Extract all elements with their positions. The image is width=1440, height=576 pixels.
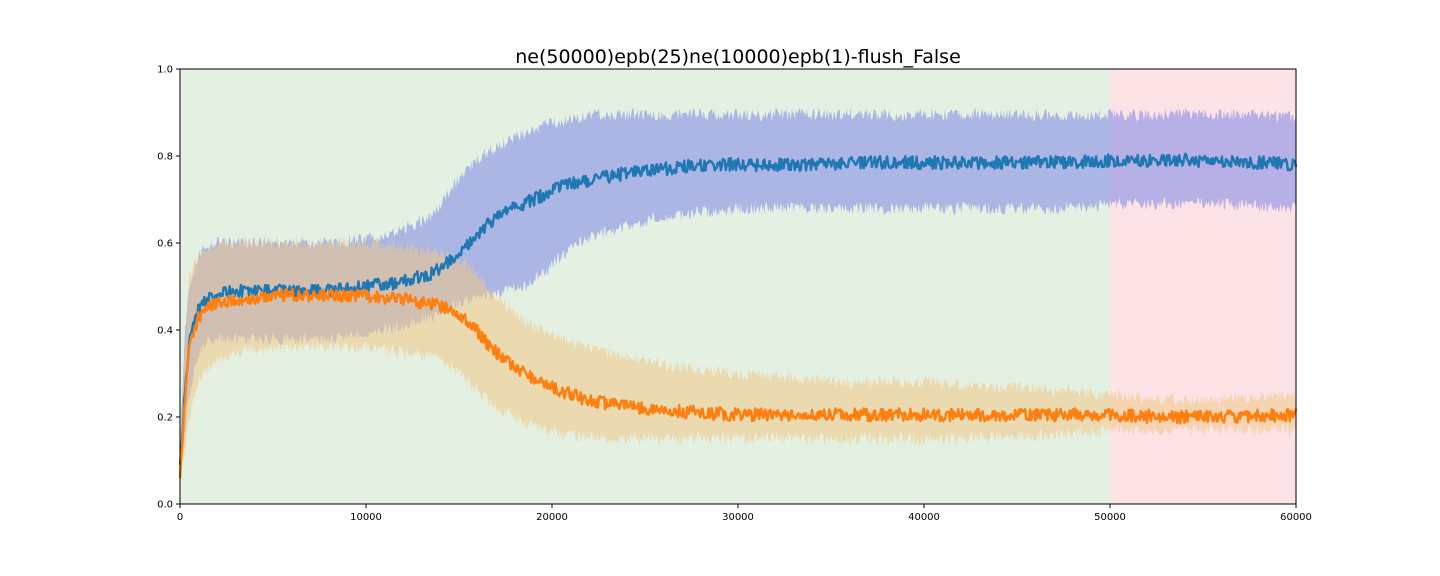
- x-tick-label: 50000: [1094, 512, 1126, 523]
- series-0-line: [178, 152, 1298, 465]
- x-tick-label: 30000: [722, 512, 754, 523]
- series-0-band: [180, 108, 1296, 487]
- x-tick-label: 60000: [1280, 512, 1312, 523]
- series-1-band: [180, 236, 1296, 487]
- x-tick-label: 40000: [908, 512, 940, 523]
- variance-bands: [180, 108, 1296, 487]
- x-tick-label: 10000: [350, 512, 382, 523]
- x-axis: 0 10000 20000 30000 40000 50000 60000: [177, 504, 1312, 523]
- x-tick-label: 0: [177, 512, 183, 523]
- y-axis: 0.0 0.2 0.4 0.6 0.8 1.0: [157, 65, 180, 511]
- chart-title: ne(50000)epb(25)ne(10000)epb(1)-flush_Fa…: [515, 46, 961, 68]
- y-tick-label: 0.0: [157, 500, 173, 511]
- series-lines: [178, 152, 1298, 479]
- y-tick-label: 0.6: [157, 239, 173, 250]
- x-tick-label: 20000: [536, 512, 568, 523]
- series-1-line: [178, 287, 1298, 479]
- y-tick-label: 0.8: [157, 152, 173, 163]
- y-tick-label: 1.0: [157, 65, 173, 76]
- y-tick-label: 0.4: [157, 326, 173, 337]
- y-tick-label: 0.2: [157, 413, 173, 424]
